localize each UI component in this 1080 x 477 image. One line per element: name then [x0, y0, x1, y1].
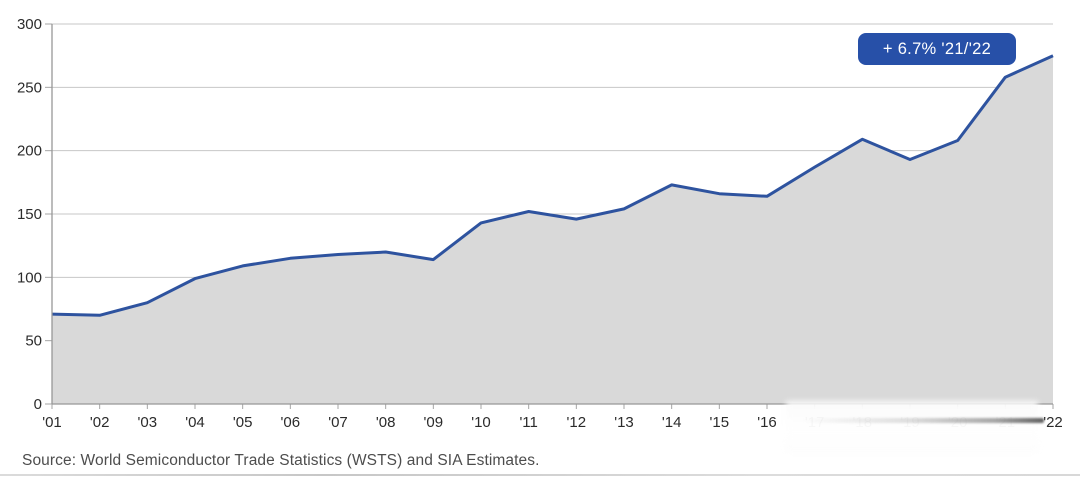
y-tick-label: 50 — [25, 333, 42, 350]
x-tick-label: '09 — [424, 414, 444, 431]
x-tick-label: '11 — [519, 414, 537, 431]
data-line — [51, 54, 1054, 317]
x-tick-label: '22 — [1043, 414, 1063, 431]
x-tick-label: '14 — [662, 414, 682, 431]
y-tick-label: 100 — [17, 269, 42, 286]
y-tick-labels: 0 50 100 150 200 250 300 — [17, 16, 42, 413]
axis-ticks — [45, 23, 1054, 409]
x-tick-label: '07 — [328, 414, 348, 431]
x-tick-label: '15 — [710, 414, 730, 431]
x-tick-label: '13 — [614, 414, 634, 431]
area-chart-canvas: 0 50 100 150 200 250 300 '01 '02 '03 '04 '05 '06 '07 '… — [17, 16, 1063, 431]
y-tick-label: 200 — [17, 143, 42, 160]
smudge-overlay — [786, 401, 1038, 452]
growth-annotation-badge: + 6.7% '21/'22 — [858, 33, 1016, 65]
x-tick-label: '05 — [233, 414, 253, 431]
x-tick-label: '16 — [757, 414, 777, 431]
x-tick-label: '08 — [376, 414, 396, 431]
smudge-streak — [802, 418, 1044, 423]
x-tick-label: '04 — [185, 414, 205, 431]
source-note: Source: World Semiconductor Trade Statis… — [22, 452, 540, 469]
area-fill — [52, 55, 1053, 404]
bottom-divider — [0, 474, 1080, 476]
y-tick-label: 300 — [17, 16, 42, 33]
y-tick-label: 150 — [17, 206, 42, 223]
x-tick-label: '06 — [281, 414, 301, 431]
x-tick-label: '01 — [42, 414, 62, 431]
y-tick-label: 0 — [34, 396, 42, 413]
y-tick-label: 250 — [17, 79, 42, 96]
x-tick-label: '10 — [471, 414, 491, 431]
x-tick-label: '12 — [567, 414, 587, 431]
x-tick-label: '02 — [90, 414, 110, 431]
x-tick-label: '03 — [138, 414, 158, 431]
